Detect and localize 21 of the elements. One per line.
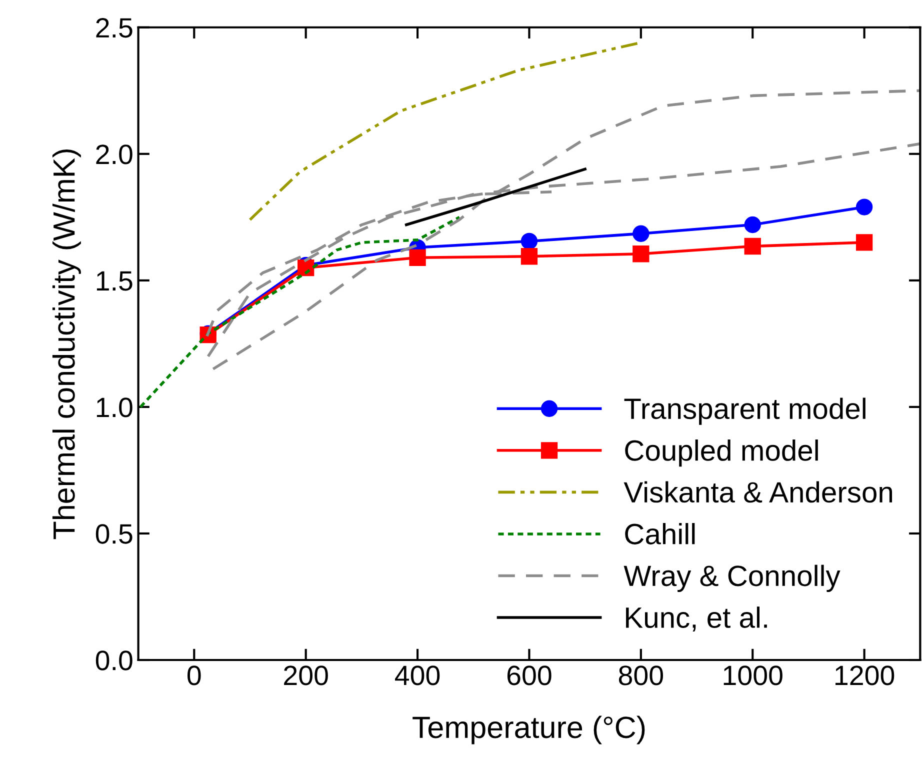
x-tick-label: 1200 — [836, 666, 894, 686]
y-tick-label: 2.0 — [96, 144, 132, 164]
x-tick-label: 0 — [188, 666, 201, 686]
legend-label: Viskanta & Anderson — [624, 481, 892, 503]
legend-label: Coupled model — [625, 439, 818, 467]
x-tick-label: 200 — [284, 666, 328, 686]
y-tick-label: 2.5 — [96, 18, 132, 38]
x-tick-label: 600 — [507, 666, 552, 686]
legend-label: Wray & Connolly — [624, 564, 840, 592]
y-tick-label: 0.5 — [96, 524, 132, 544]
legend-label: Transparent model — [624, 398, 866, 425]
legend-label: Kunc, et al. — [626, 606, 767, 632]
x-tick-label: 400 — [395, 666, 440, 686]
y-tick-label: 0.0 — [96, 650, 132, 670]
y-tick-label: 1.0 — [96, 398, 132, 418]
x-tick-label: 800 — [618, 666, 664, 686]
legend-label: Cahill — [625, 523, 695, 544]
x-tick-label: 1000 — [724, 666, 782, 686]
x-axis-title: Temperature (°C) — [412, 716, 645, 744]
y-axis-title: Thermal conductivity (W/mK) — [52, 149, 81, 540]
y-tick-label: 1.5 — [96, 271, 132, 291]
